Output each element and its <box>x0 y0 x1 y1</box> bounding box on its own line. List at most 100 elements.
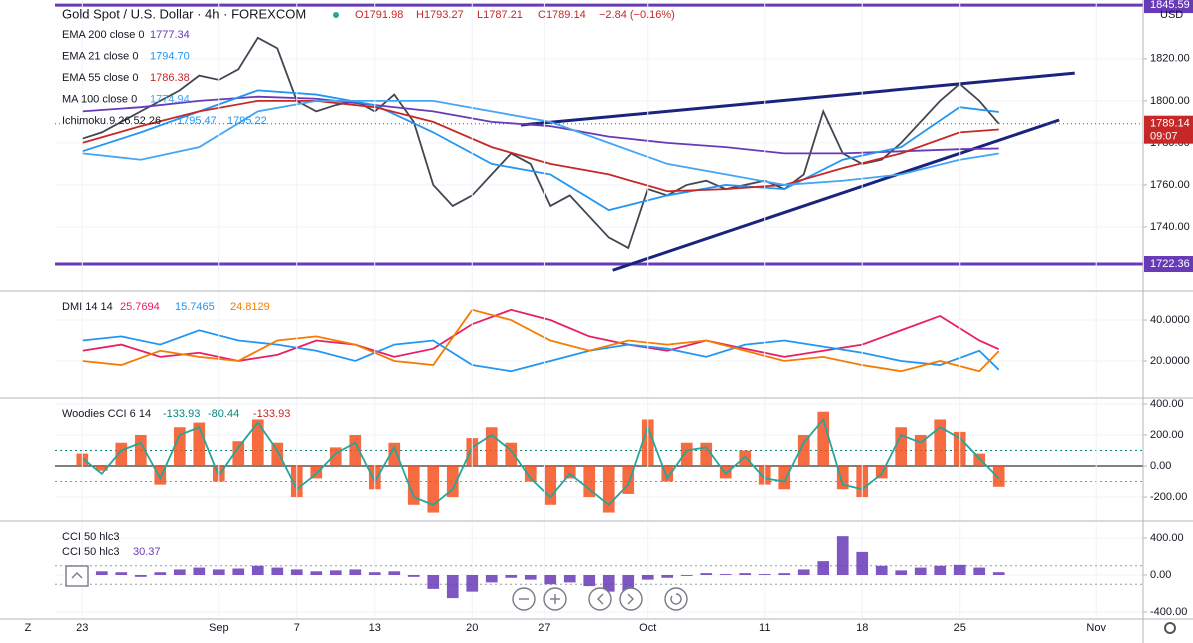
histogram-bar <box>407 466 420 505</box>
y-tick-label: 0.00 <box>1150 460 1171 472</box>
legend-name: EMA 55 close 0 <box>62 72 138 84</box>
legend-value: 1795.22 <box>227 115 267 127</box>
histogram-bar <box>544 574 557 585</box>
histogram-bar <box>914 434 927 467</box>
histogram-bar <box>310 466 323 479</box>
histogram-bar <box>485 574 498 583</box>
histogram-bar <box>212 569 225 575</box>
histogram-bar <box>680 442 693 467</box>
legend-value: -133.93 <box>253 408 290 420</box>
scroll-right[interactable] <box>619 587 643 611</box>
histogram-bar <box>934 419 947 467</box>
y-tick-label: 200.00 <box>1150 429 1184 441</box>
x-tick-label: Sep <box>209 622 229 634</box>
histogram-bar <box>485 427 498 467</box>
histogram-bar <box>251 419 264 467</box>
histogram-bar <box>271 567 284 575</box>
histogram-bar <box>875 565 888 575</box>
price-label-box <box>1144 256 1193 273</box>
reset[interactable] <box>664 587 688 611</box>
y-tick-label: 20.0000 <box>1150 355 1190 367</box>
histogram-bar <box>329 447 342 467</box>
legend-name: EMA 200 close 0 <box>62 29 145 41</box>
histogram-bar <box>388 442 401 467</box>
panel-title: Woodies CCI 6 14 <box>62 408 151 420</box>
histogram-bar <box>992 466 1005 487</box>
histogram-bar <box>173 569 186 575</box>
histogram-bar <box>661 574 674 578</box>
scroll-left[interactable] <box>588 587 612 611</box>
histogram-bar <box>953 564 966 575</box>
histogram-bar <box>583 574 596 587</box>
histogram-bar <box>622 466 635 494</box>
y-tick-label: -400.00 <box>1150 606 1187 618</box>
histogram-bar <box>251 565 264 575</box>
histogram-bar <box>622 574 635 594</box>
y-tick-label: 0.00 <box>1150 569 1171 581</box>
series-line <box>81 417 1000 507</box>
histogram-bar <box>641 574 654 580</box>
x-tick-label: 27 <box>538 622 550 634</box>
legend-value: -80.44 <box>208 408 239 420</box>
histogram-bar <box>700 442 713 467</box>
zoom-controls <box>65 565 688 611</box>
legend-value: 25.7694 <box>120 301 160 313</box>
histogram-bar <box>563 466 576 479</box>
ohlc-value: O1791.98 <box>355 9 403 21</box>
timezone-icon[interactable]: Z <box>25 622 32 634</box>
x-tick-label: Nov <box>1086 622 1106 634</box>
histogram-bar <box>583 466 596 498</box>
histogram-bar <box>817 411 830 467</box>
price-label: 1722.36 <box>1150 258 1190 270</box>
histogram-bar <box>973 453 986 467</box>
legend-value: -133.93 <box>163 408 200 420</box>
y-tick-label: 1820.00 <box>1150 53 1190 65</box>
histogram-bar <box>778 466 791 490</box>
histogram-bar <box>602 466 615 513</box>
histogram-bar <box>934 565 947 575</box>
histogram-bar <box>154 572 167 575</box>
histogram-bar <box>524 466 537 482</box>
countdown: 09:07 <box>1150 131 1178 143</box>
status-dot <box>333 12 339 18</box>
x-tick-label: 23 <box>76 622 88 634</box>
histogram-bar <box>232 568 245 575</box>
histogram-bar <box>349 434 362 467</box>
legend-value: 1777.34 <box>150 29 190 41</box>
legend-name: Ichimoku 9 26 52 26 <box>62 115 161 127</box>
histogram-bar <box>193 422 206 467</box>
last-price-box <box>1144 115 1193 144</box>
histogram-bar <box>95 466 108 471</box>
histogram-bar <box>544 466 557 505</box>
settings-icon[interactable] <box>1164 622 1176 634</box>
panel-title: DMI 14 14 <box>62 301 113 313</box>
legend-value: 1786.38 <box>150 72 190 84</box>
collapse-button[interactable] <box>65 565 89 587</box>
histogram-bar <box>836 536 849 575</box>
panel-title: Gold Spot / U.S. Dollar · 4h · FOREXCOM <box>62 6 306 21</box>
histogram-bar <box>563 574 576 583</box>
histogram-bar <box>349 569 362 575</box>
histogram-bar <box>446 466 459 498</box>
price-label-box <box>1144 0 1193 14</box>
ohlc-value: −2.84 (−0.16%) <box>599 9 675 21</box>
legend-value: 15.7465 <box>175 301 215 313</box>
histogram-bar <box>700 573 713 575</box>
histogram-bar <box>427 574 440 589</box>
trend-line <box>520 71 1075 127</box>
histogram-bar <box>895 570 908 575</box>
ohlc-value: C1789.14 <box>538 9 586 21</box>
last-price: 1789.14 <box>1150 118 1190 130</box>
histogram-bar <box>992 572 1005 575</box>
legend-value: 1774.94 <box>150 93 190 105</box>
overlay: 1740.001760.001780.001800.001820.001845.… <box>55 0 1193 634</box>
histogram-bar <box>271 442 284 467</box>
series-line <box>82 36 1000 250</box>
histogram-bar <box>505 574 518 578</box>
histogram-bar <box>797 569 810 575</box>
histogram-bar <box>368 572 381 575</box>
histogram-bar <box>388 571 401 575</box>
legend-value: 1794.70 <box>150 50 190 62</box>
